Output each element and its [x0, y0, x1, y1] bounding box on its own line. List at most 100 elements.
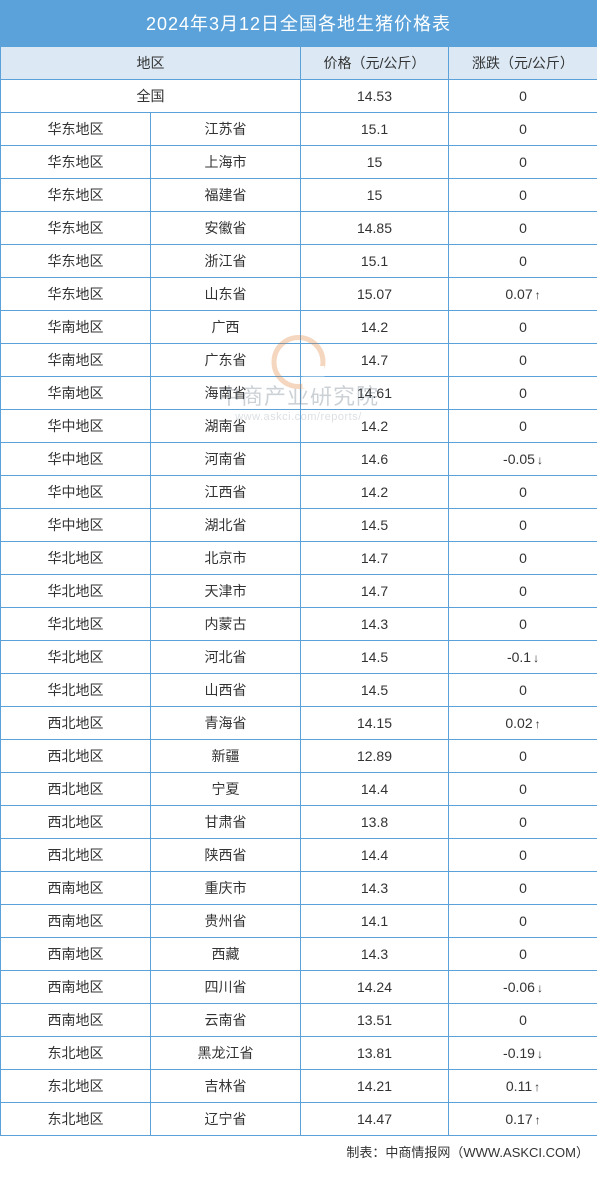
cell-region: 华东地区: [1, 113, 151, 146]
table-row: 华中地区河南省14.6-0.05: [1, 443, 597, 476]
cell-price: 15.1: [301, 113, 449, 146]
cell-region: 华北地区: [1, 674, 151, 707]
cell-region: 华中地区: [1, 509, 151, 542]
cell-province: 西藏: [151, 938, 301, 971]
cell-region: 华北地区: [1, 608, 151, 641]
cell-change: -0.19: [449, 1037, 597, 1070]
cell-price: 14.5: [301, 509, 449, 542]
table-row: 华南地区广东省14.70: [1, 344, 597, 377]
cell-change: 0: [449, 608, 597, 641]
cell-province: 上海市: [151, 146, 301, 179]
cell-region: 西南地区: [1, 1004, 151, 1037]
table-row: 华北地区内蒙古14.30: [1, 608, 597, 641]
cell-region: 西南地区: [1, 905, 151, 938]
cell-price: 14.6: [301, 443, 449, 476]
cell-region: 西北地区: [1, 707, 151, 740]
table-row: 东北地区黑龙江省13.81-0.19: [1, 1037, 597, 1070]
cell-price: 15.1: [301, 245, 449, 278]
table-row: 华东地区江苏省15.10: [1, 113, 597, 146]
table-row: 华东地区山东省15.070.07: [1, 278, 597, 311]
cell-province: 辽宁省: [151, 1103, 301, 1136]
table-row: 西南地区重庆市14.30: [1, 872, 597, 905]
cell-change: 0: [449, 476, 597, 509]
cell-change: 0: [449, 410, 597, 443]
cell-region: 西南地区: [1, 872, 151, 905]
cell-price: 13.51: [301, 1004, 449, 1037]
cell-change: 0: [449, 311, 597, 344]
cell-change: 0: [449, 113, 597, 146]
cell-province: 湖北省: [151, 509, 301, 542]
cell-region: 西南地区: [1, 938, 151, 971]
cell-province: 云南省: [151, 1004, 301, 1037]
table-row: 东北地区辽宁省14.470.17: [1, 1103, 597, 1136]
cell-province: 浙江省: [151, 245, 301, 278]
table-row: 华北地区天津市14.70: [1, 575, 597, 608]
cell-region: 华东地区: [1, 278, 151, 311]
table-row: 华中地区湖北省14.50: [1, 509, 597, 542]
cell-province: 甘肃省: [151, 806, 301, 839]
table-row: 西北地区陕西省14.40: [1, 839, 597, 872]
cell-price: 14.1: [301, 905, 449, 938]
cell-region: 西北地区: [1, 839, 151, 872]
cell-province: 内蒙古: [151, 608, 301, 641]
table-row: 华北地区北京市14.70: [1, 542, 597, 575]
table-row: 西北地区新疆12.890: [1, 740, 597, 773]
cell-price: 14.2: [301, 311, 449, 344]
cell-price: 13.81: [301, 1037, 449, 1070]
footer-credit: 制表：中商情报网（WWW.ASKCI.COM）: [0, 1136, 597, 1165]
cell-price: 14.24: [301, 971, 449, 1004]
cell-change: 0.02: [449, 707, 597, 740]
cell-price: 14.21: [301, 1070, 449, 1103]
table-row: 西南地区贵州省14.10: [1, 905, 597, 938]
cell-province: 福建省: [151, 179, 301, 212]
col-header-region: 地区: [1, 47, 301, 80]
cell-province: 陕西省: [151, 839, 301, 872]
cell-price: 14.7: [301, 344, 449, 377]
cell-change: 0: [449, 212, 597, 245]
cell-change: 0: [449, 773, 597, 806]
national-row: 全国 14.53 0: [1, 80, 597, 113]
cell-change: 0: [449, 245, 597, 278]
table-row: 西北地区青海省14.150.02: [1, 707, 597, 740]
cell-region: 西北地区: [1, 806, 151, 839]
cell-change: 0: [449, 146, 597, 179]
cell-change: 0: [449, 839, 597, 872]
cell-change: 0: [449, 938, 597, 971]
cell-change: 0.17: [449, 1103, 597, 1136]
cell-price: 15.07: [301, 278, 449, 311]
cell-province: 天津市: [151, 575, 301, 608]
cell-change: 0: [449, 542, 597, 575]
cell-change: 0: [449, 344, 597, 377]
cell-change: 0.07: [449, 278, 597, 311]
cell-change: -0.1: [449, 641, 597, 674]
cell-region: 华中地区: [1, 476, 151, 509]
cell-province: 山东省: [151, 278, 301, 311]
cell-price: 14.5: [301, 674, 449, 707]
cell-change: 0: [449, 905, 597, 938]
table-row: 华北地区河北省14.5-0.1: [1, 641, 597, 674]
cell-province: 广西: [151, 311, 301, 344]
cell-change: 0: [449, 740, 597, 773]
cell-price: 14.2: [301, 476, 449, 509]
cell-change: 0: [449, 674, 597, 707]
national-change: 0: [449, 80, 597, 113]
cell-province: 江苏省: [151, 113, 301, 146]
table-row: 华南地区广西14.20: [1, 311, 597, 344]
cell-price: 13.8: [301, 806, 449, 839]
cell-province: 广东省: [151, 344, 301, 377]
cell-price: 14.3: [301, 938, 449, 971]
table-row: 西南地区西藏14.30: [1, 938, 597, 971]
cell-province: 安徽省: [151, 212, 301, 245]
cell-region: 西北地区: [1, 740, 151, 773]
cell-price: 14.2: [301, 410, 449, 443]
cell-region: 华南地区: [1, 344, 151, 377]
cell-province: 海南省: [151, 377, 301, 410]
cell-region: 华北地区: [1, 542, 151, 575]
cell-price: 14.85: [301, 212, 449, 245]
cell-province: 四川省: [151, 971, 301, 1004]
cell-region: 华南地区: [1, 311, 151, 344]
cell-region: 华东地区: [1, 245, 151, 278]
table-title: 2024年3月12日全国各地生猪价格表: [0, 0, 597, 46]
table-row: 华南地区海南省14.610: [1, 377, 597, 410]
cell-price: 14.4: [301, 773, 449, 806]
